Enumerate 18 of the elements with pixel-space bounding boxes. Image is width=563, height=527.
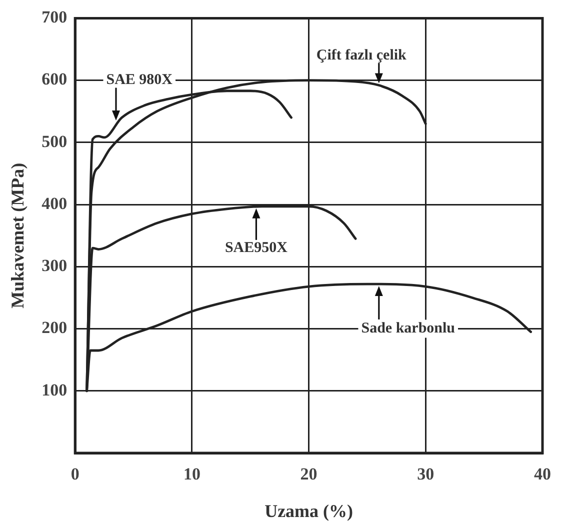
y-tick-label: 300: [42, 256, 68, 276]
x-tick-label: 20: [300, 464, 318, 484]
y-tick-label: 500: [42, 132, 68, 151]
x-tick-label: 0: [70, 464, 80, 484]
x-tick-label: 30: [417, 464, 434, 484]
y-tick-label: 100: [42, 380, 68, 400]
x-tick-label: 10: [183, 464, 200, 484]
annotation: SAE 980X: [106, 72, 173, 88]
y-tick-label: 600: [42, 70, 68, 89]
annotation: Sade karbonlu: [361, 320, 456, 337]
annotation: Çift fazlı çelik: [316, 47, 408, 64]
x-tick-label: 40: [534, 464, 551, 484]
y-tick-label: 200: [42, 318, 68, 338]
x-axis-title: Uzama (%): [264, 500, 354, 521]
y-tick-label: 400: [42, 194, 68, 213]
annotation: SAE950X: [224, 240, 288, 256]
y-tick-label: 700: [42, 8, 68, 27]
y-axis-title: Mukavemet (MPa): [7, 162, 28, 308]
